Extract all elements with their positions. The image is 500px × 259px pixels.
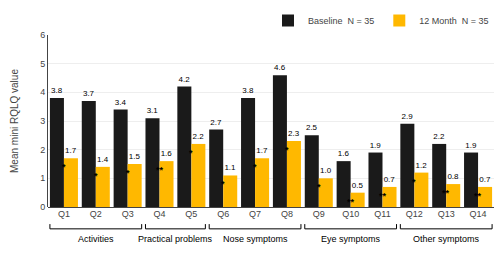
svg-text:1.9: 1.9 (370, 141, 382, 150)
svg-text:*: * (317, 182, 321, 192)
svg-text:1.6: 1.6 (161, 149, 173, 158)
svg-text:*: * (412, 177, 416, 187)
svg-text:1.7: 1.7 (256, 146, 268, 155)
svg-text:**: ** (156, 165, 164, 175)
svg-text:3.4: 3.4 (115, 98, 127, 107)
svg-text:Q8: Q8 (281, 209, 293, 219)
svg-text:*: * (94, 171, 98, 181)
svg-text:Q4: Q4 (153, 209, 165, 219)
svg-text:Mean mini RQLQ value: Mean mini RQLQ value (9, 69, 20, 173)
svg-text:1.6: 1.6 (338, 149, 350, 158)
svg-text:Activities: Activities (78, 234, 114, 244)
svg-text:2.2: 2.2 (193, 132, 205, 141)
svg-text:0.8: 0.8 (447, 172, 459, 181)
svg-text:Q7: Q7 (249, 209, 261, 219)
svg-text:2.5: 2.5 (306, 123, 318, 132)
svg-text:Q11: Q11 (374, 209, 390, 219)
svg-text:Eye symptoms: Eye symptoms (321, 234, 381, 244)
svg-text:1: 1 (40, 173, 45, 183)
svg-text:1.1: 1.1 (224, 163, 236, 172)
svg-text:2: 2 (40, 145, 45, 155)
svg-text:Q10: Q10 (342, 209, 359, 219)
svg-text:1.7: 1.7 (65, 146, 77, 155)
svg-text:*: * (285, 145, 289, 155)
svg-text:**: ** (347, 197, 355, 207)
svg-text:Q9: Q9 (313, 209, 325, 219)
svg-text:**: ** (474, 191, 482, 201)
svg-text:0.7: 0.7 (479, 175, 491, 184)
svg-text:3: 3 (40, 116, 45, 126)
svg-text:Q1: Q1 (58, 209, 70, 219)
svg-text:0: 0 (40, 202, 45, 212)
svg-text:*: * (189, 148, 193, 158)
svg-text:4.6: 4.6 (274, 63, 286, 72)
svg-text:5: 5 (40, 59, 45, 69)
svg-text:4: 4 (40, 87, 45, 97)
svg-text:Q5: Q5 (185, 209, 197, 219)
svg-text:1.0: 1.0 (320, 166, 332, 175)
svg-text:*: * (221, 179, 225, 189)
svg-text:Q14: Q14 (470, 209, 487, 219)
svg-text:Practical problems: Practical problems (138, 234, 213, 244)
svg-text:Q2: Q2 (90, 209, 102, 219)
svg-text:Q6: Q6 (217, 209, 229, 219)
svg-text:**: ** (379, 191, 387, 201)
svg-text:**: ** (442, 188, 450, 198)
svg-text:*: * (62, 162, 66, 172)
svg-text:0.7: 0.7 (384, 175, 396, 184)
svg-text:12 Month N = 35: 12 Month N = 35 (419, 16, 488, 26)
svg-text:2.2: 2.2 (433, 132, 445, 141)
svg-text:0.5: 0.5 (352, 181, 364, 190)
svg-text:3.7: 3.7 (83, 89, 95, 98)
svg-text:Q3: Q3 (122, 209, 134, 219)
svg-text:*: * (126, 168, 130, 178)
svg-text:2.7: 2.7 (210, 118, 222, 127)
svg-text:1.2: 1.2 (416, 161, 428, 170)
svg-text:1.9: 1.9 (465, 141, 477, 150)
svg-text:Baseline N = 35: Baseline N = 35 (308, 16, 374, 26)
svg-text:2.3: 2.3 (288, 129, 300, 138)
svg-text:3.1: 3.1 (147, 106, 159, 115)
svg-text:1.4: 1.4 (97, 155, 109, 164)
svg-text:6: 6 (40, 30, 45, 40)
svg-text:Q12: Q12 (406, 209, 423, 219)
svg-text:Other symptoms: Other symptoms (413, 234, 480, 244)
svg-text:Nose symptoms: Nose symptoms (223, 234, 288, 244)
svg-text:4.2: 4.2 (179, 75, 191, 84)
svg-text:3.8: 3.8 (242, 86, 254, 95)
svg-text:1.5: 1.5 (129, 152, 141, 161)
svg-text:Q13: Q13 (438, 209, 455, 219)
svg-text:3.8: 3.8 (51, 86, 63, 95)
svg-text:*: * (253, 162, 257, 172)
svg-text:2.9: 2.9 (402, 112, 414, 121)
